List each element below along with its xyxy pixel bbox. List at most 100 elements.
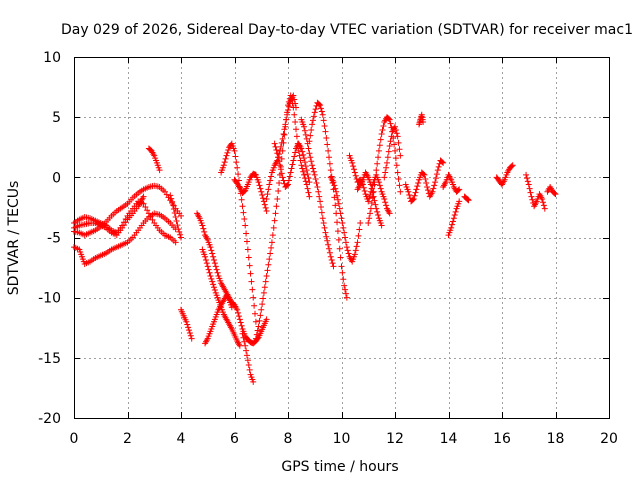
data-point — [299, 165, 306, 172]
data-point — [378, 222, 385, 229]
data-point — [365, 220, 372, 227]
data-point — [186, 327, 193, 334]
data-point — [239, 330, 246, 337]
data-point — [265, 261, 272, 268]
data-point — [366, 195, 373, 202]
data-point — [379, 127, 386, 134]
data-point — [433, 175, 440, 182]
data-point — [207, 244, 214, 251]
data-point — [320, 117, 327, 124]
data-point — [376, 182, 383, 189]
data-point — [336, 245, 343, 252]
data-point — [303, 135, 310, 142]
data-point — [271, 140, 278, 147]
data-point — [387, 120, 394, 127]
data-point — [240, 209, 247, 216]
data-point — [367, 210, 374, 217]
data-point — [246, 366, 253, 373]
data-point — [263, 316, 270, 323]
data-point — [210, 281, 217, 288]
y-tick-label: 10 — [43, 50, 61, 66]
data-point — [263, 273, 270, 280]
data-point — [405, 188, 412, 195]
data-point — [356, 226, 363, 233]
data-point — [177, 231, 184, 238]
data-point — [327, 167, 334, 174]
data-point — [375, 154, 382, 161]
data-point — [202, 256, 209, 263]
data-point — [334, 196, 341, 203]
data-point — [317, 102, 324, 109]
data-point — [338, 263, 345, 270]
data-point — [256, 182, 263, 189]
data-point — [231, 147, 238, 154]
data-point — [241, 338, 248, 345]
data-point — [351, 251, 358, 258]
data-point — [309, 165, 316, 172]
data-point — [320, 220, 327, 227]
data-point — [236, 316, 243, 323]
data-point — [392, 123, 398, 130]
data-point — [374, 208, 381, 215]
data-point — [236, 342, 243, 349]
data-point — [540, 202, 547, 209]
data-point — [410, 195, 417, 202]
data-point — [242, 222, 249, 229]
data-point — [310, 168, 317, 175]
data-point — [368, 185, 375, 192]
data-point — [377, 185, 384, 192]
x-tick-label: 18 — [547, 431, 565, 447]
data-point — [317, 198, 324, 205]
data-point — [420, 118, 427, 125]
data-point — [301, 171, 308, 178]
data-point — [394, 133, 401, 140]
data-point — [248, 278, 255, 285]
data-point — [449, 218, 456, 225]
data-point — [373, 167, 380, 174]
data-point — [305, 145, 312, 152]
data-point — [222, 155, 229, 162]
data-point — [171, 210, 178, 217]
data-point — [243, 230, 250, 237]
data-point — [261, 284, 268, 291]
data-point — [316, 193, 323, 200]
data-point — [291, 153, 298, 160]
data-point — [344, 247, 351, 254]
data-point — [335, 200, 342, 207]
x-tick-label: 16 — [493, 431, 511, 447]
data-point — [232, 153, 239, 160]
data-point — [176, 228, 183, 235]
data-point — [374, 160, 381, 167]
y-tick-label: 0 — [52, 170, 61, 186]
data-point — [384, 154, 391, 161]
data-point — [406, 191, 413, 198]
data-point — [297, 157, 304, 164]
data-point — [273, 203, 280, 210]
data-point — [342, 286, 349, 293]
data-point — [302, 163, 309, 170]
data-point — [225, 147, 232, 154]
data-point — [338, 215, 345, 222]
data-point — [211, 260, 218, 267]
data-point — [394, 169, 401, 176]
data-point — [342, 290, 349, 297]
data-point — [301, 159, 308, 166]
data-point — [435, 163, 442, 170]
data-point — [340, 224, 347, 231]
data-point — [551, 190, 558, 197]
data-point — [434, 167, 441, 174]
data-point — [257, 312, 264, 319]
data-point — [339, 220, 346, 227]
data-point — [184, 321, 191, 328]
data-point — [423, 179, 430, 186]
data-point — [317, 204, 324, 211]
data-point — [250, 378, 257, 385]
data-point — [289, 161, 296, 168]
data-point — [234, 164, 241, 171]
data-point — [329, 260, 336, 267]
data-point — [185, 324, 192, 331]
data-point — [178, 212, 184, 219]
data-point — [244, 246, 251, 253]
data-point — [287, 169, 294, 176]
y-tick-labels: -20 -15 -10 -5 0 5 10 — [38, 50, 61, 427]
